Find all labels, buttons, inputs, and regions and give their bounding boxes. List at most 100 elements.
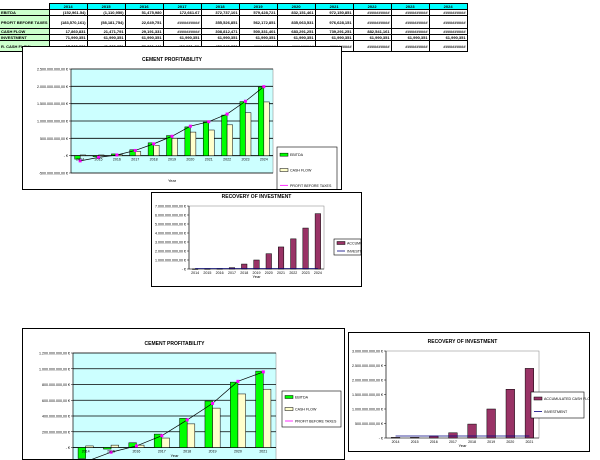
line-point[interactable] <box>170 134 174 138</box>
y-tick-label: 2.500.000.000,00 € <box>352 364 383 368</box>
y-tick-label: 2.500.000.000,00 € <box>37 68 68 72</box>
x-tick-label: 2018 <box>240 271 248 275</box>
table-cell[interactable]: ########## <box>352 15 392 29</box>
bar-cash-flow[interactable] <box>237 393 246 448</box>
table-cell[interactable]: ########## <box>352 40 392 52</box>
bar-cash-flow[interactable] <box>153 145 160 156</box>
table-cell[interactable]: 835,063,531 <box>276 15 316 29</box>
bar-cash-flow[interactable] <box>79 154 86 156</box>
table-cell[interactable]: 562,172,851 <box>238 15 278 29</box>
bar-accumulated-cash-flow[interactable] <box>278 246 285 270</box>
table-row: PROFIT BEFORE TAXES (183,570,161) (58,181,… <box>0 15 468 29</box>
bar-cash-flow[interactable] <box>186 423 196 448</box>
line-point[interactable] <box>207 120 211 124</box>
bar-cash-flow[interactable] <box>226 124 233 156</box>
line-point[interactable] <box>134 444 138 448</box>
bar-accumulated-cash-flow[interactable] <box>391 437 401 439</box>
chart-recovery-of-investment-2[interactable]: RECOVERY OF INVESTMENT - € 500.000.000,00 … <box>348 332 590 452</box>
line-point[interactable] <box>78 159 82 163</box>
bar-accumulated-cash-flow[interactable] <box>448 432 458 439</box>
bar-accumulated-cash-flow[interactable] <box>505 389 515 439</box>
bar-accumulated-cash-flow[interactable] <box>253 259 260 270</box>
x-tick-label: 2016 <box>216 271 224 275</box>
line-point[interactable] <box>261 370 265 374</box>
legend-label: INVESTMENT <box>544 410 568 414</box>
chart-cement-profitability-1[interactable]: CEMENT PROFITABILITY -500.000.000,00 € - €… <box>22 46 342 190</box>
legend-swatch <box>279 168 289 172</box>
bar-accumulated-cash-flow[interactable] <box>192 268 199 270</box>
table-cell[interactable]: ########## <box>428 40 468 52</box>
bar-accumulated-cash-flow[interactable] <box>467 423 477 439</box>
table-cell[interactable]: (58,181,754) <box>86 15 126 29</box>
bar-accumulated-cash-flow[interactable] <box>290 238 297 270</box>
table-cell[interactable]: ########## <box>162 15 202 29</box>
line-profit-before-taxes[interactable] <box>86 371 264 459</box>
bar-ebitda[interactable] <box>74 155 81 160</box>
chart-recovery-of-investment-1[interactable]: RECOVERY OF INVESTMENT - € 1.000.000.000,0… <box>151 192 362 287</box>
bar-cash-flow[interactable] <box>135 151 142 156</box>
bar-accumulated-cash-flow[interactable] <box>302 227 309 270</box>
bar-accumulated-cash-flow[interactable] <box>241 263 248 270</box>
x-tick-label: 2022 <box>223 158 231 162</box>
bar-ebitda[interactable] <box>255 370 264 448</box>
bar-cash-flow[interactable] <box>190 131 197 156</box>
bar-cash-flow[interactable] <box>245 112 252 156</box>
bar-ebitda[interactable] <box>221 114 228 156</box>
bar-ebitda[interactable] <box>202 121 209 156</box>
y-tick-label: 3.000.000.000,00 € <box>155 241 186 245</box>
bar-accumulated-cash-flow[interactable] <box>314 213 321 270</box>
chart-cement-profitability-2[interactable]: CEMENT PROFITABILITY-400.000.000,00 €-20… <box>22 328 345 460</box>
x-tick-label: 2018 <box>183 450 191 454</box>
line-point[interactable] <box>152 142 156 146</box>
chart-title: RECOVERY OF INVESTMENT <box>428 339 498 345</box>
table-cell[interactable]: 355,526,851 <box>200 15 240 29</box>
bar-ebitda[interactable] <box>258 86 265 156</box>
bar-cash-flow[interactable] <box>263 388 272 448</box>
bar-cash-flow[interactable] <box>171 138 178 156</box>
table-cell[interactable]: ########## <box>428 15 468 29</box>
bar-cash-flow[interactable] <box>212 407 221 448</box>
bar-cash-flow[interactable] <box>98 154 105 156</box>
table-cell[interactable]: 22,649,751 <box>124 15 164 29</box>
bar-cash-flow[interactable] <box>263 101 270 156</box>
bar-accumulated-cash-flow[interactable] <box>410 437 420 439</box>
line-point[interactable] <box>185 418 189 422</box>
line-point[interactable] <box>225 112 229 116</box>
line-point[interactable] <box>97 155 101 159</box>
x-tick-label: 2021 <box>205 158 213 162</box>
x-tick-label: 2019 <box>253 271 261 275</box>
legend <box>276 146 338 189</box>
line-point[interactable] <box>243 99 247 103</box>
bar-cash-flow[interactable] <box>208 129 215 156</box>
line-point[interactable] <box>236 379 240 383</box>
bar-ebitda[interactable] <box>103 447 112 450</box>
x-tick-label: 2018 <box>468 440 476 444</box>
line-point[interactable] <box>262 85 266 89</box>
line-point[interactable] <box>160 434 164 438</box>
line-point[interactable] <box>211 401 215 405</box>
line-point[interactable] <box>133 148 137 152</box>
line-point[interactable] <box>115 153 119 157</box>
x-axis-title: Year <box>458 443 467 448</box>
bar-accumulated-cash-flow[interactable] <box>486 408 496 439</box>
x-tick-label: 2017 <box>131 158 139 162</box>
bar-cash-flow[interactable] <box>161 437 170 448</box>
bar-accumulated-cash-flow[interactable] <box>204 268 211 270</box>
y-tick-label: 400.000.000,00 € <box>42 415 70 419</box>
bar-ebitda[interactable] <box>179 418 188 448</box>
bar-accumulated-cash-flow[interactable] <box>265 253 272 270</box>
bar-ebitda[interactable] <box>184 126 191 156</box>
bar-ebitda[interactable] <box>230 381 239 448</box>
table-cell[interactable]: (183,570,161) <box>48 15 88 29</box>
bar-ebitda[interactable] <box>239 101 246 156</box>
bar-cash-flow[interactable] <box>110 444 119 448</box>
line-point[interactable] <box>188 124 192 128</box>
row-label[interactable]: PROFIT BEFORE TAXES <box>0 15 50 29</box>
x-tick-label: 2014 <box>76 158 84 162</box>
line-point[interactable] <box>109 450 113 454</box>
y-tick-label: - € <box>379 437 383 441</box>
table-cell[interactable]: 976,628,151 <box>314 15 354 29</box>
table-cell[interactable]: ########## <box>390 40 430 52</box>
table-cell[interactable]: ########## <box>390 15 430 29</box>
bar-cash-flow[interactable] <box>85 445 94 448</box>
